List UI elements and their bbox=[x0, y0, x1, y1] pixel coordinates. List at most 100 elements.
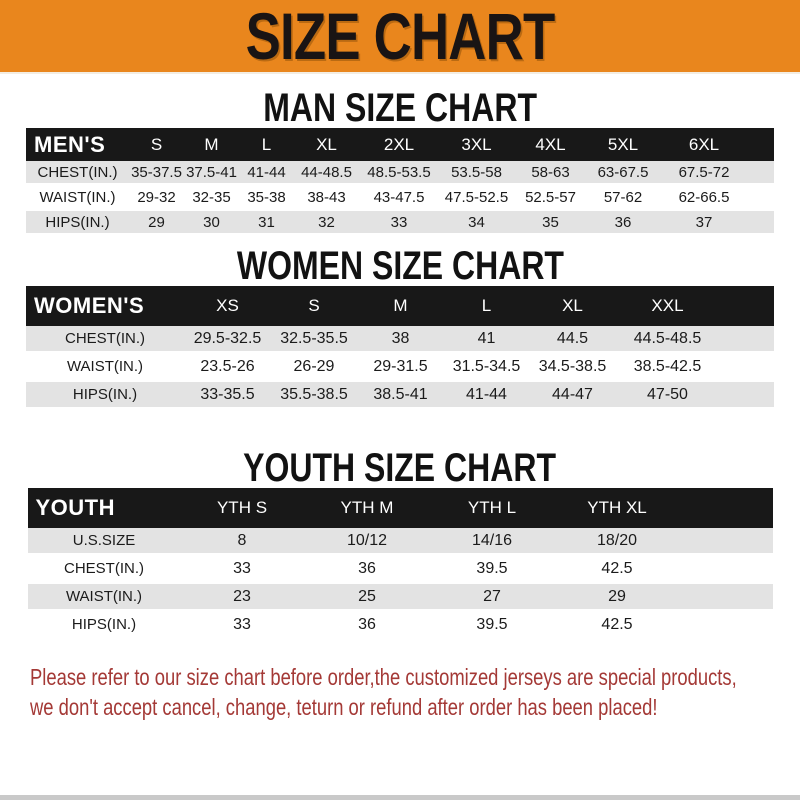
size-cell: 30 bbox=[184, 211, 239, 236]
size-cell: 44.5-48.5 bbox=[616, 326, 719, 354]
cell-filler bbox=[719, 326, 774, 354]
youth-size-table: YOUTH YTH S YTH M YTH L YTH XL U.S.SIZE 8 10/12… bbox=[27, 488, 773, 640]
disclaimer-line-1: Please refer to our size chart before or… bbox=[30, 664, 737, 690]
table-row: HIPS(IN.) 33 36 39.5 42.5 bbox=[27, 612, 773, 640]
size-cell: 29-31.5 bbox=[357, 354, 444, 382]
size-cell: 41 bbox=[444, 326, 529, 354]
column-header: M bbox=[184, 128, 239, 161]
size-cell: 25 bbox=[303, 584, 431, 612]
size-cell: 48.5-53.5 bbox=[359, 161, 439, 186]
size-cell: 35-38 bbox=[239, 186, 294, 211]
cell-filler bbox=[680, 584, 773, 612]
size-cell: 29 bbox=[553, 584, 681, 612]
row-label: HIPS(IN.) bbox=[27, 612, 181, 640]
size-cell: 38 bbox=[357, 326, 444, 354]
size-cell: 42.5 bbox=[553, 556, 681, 584]
header-filler bbox=[749, 128, 774, 161]
column-header: M bbox=[357, 286, 444, 326]
cell-filler bbox=[749, 161, 774, 186]
size-cell: 47-50 bbox=[616, 382, 719, 410]
size-chart-banner: SIZE CHART bbox=[0, 0, 800, 74]
size-cell: 44-47 bbox=[529, 382, 616, 410]
table-row: CHEST(IN.) 35-37.5 37.5-41 41-44 44-48.5 48.5… bbox=[26, 161, 774, 186]
column-header: 2XL bbox=[359, 128, 439, 161]
size-cell: 35-37.5 bbox=[129, 161, 184, 186]
column-header: YTH M bbox=[303, 488, 431, 528]
size-cell: 67.5-72 bbox=[659, 161, 749, 186]
size-cell: 47.5-52.5 bbox=[439, 186, 514, 211]
size-cell: 8 bbox=[180, 528, 304, 556]
size-cell: 36 bbox=[303, 556, 431, 584]
youth-section-title: YOUTH SIZE CHART bbox=[0, 448, 800, 488]
header-filler bbox=[719, 286, 774, 326]
size-cell: 35 bbox=[514, 211, 587, 236]
size-cell: 39.5 bbox=[430, 612, 554, 640]
size-cell: 35.5-38.5 bbox=[271, 382, 357, 410]
row-label: HIPS(IN.) bbox=[26, 382, 184, 410]
size-cell: 41-44 bbox=[239, 161, 294, 186]
column-header: XXL bbox=[616, 286, 719, 326]
column-header: 3XL bbox=[439, 128, 514, 161]
row-label: U.S.SIZE bbox=[27, 528, 181, 556]
table-row: U.S.SIZE 8 10/12 14/16 18/20 bbox=[27, 528, 773, 556]
size-cell: 33 bbox=[180, 612, 304, 640]
size-cell: 33 bbox=[359, 211, 439, 236]
size-cell: 43-47.5 bbox=[359, 186, 439, 211]
table-row: WAIST(IN.) 29-32 32-35 35-38 38-43 43-47.5 47.… bbox=[26, 186, 774, 211]
table-row: CHEST(IN.) 29.5-32.5 32.5-35.5 38 41 44.5 44.5… bbox=[26, 326, 774, 354]
size-cell: 23 bbox=[180, 584, 304, 612]
row-label: WAIST(IN.) bbox=[27, 584, 181, 612]
row-label: WAIST(IN.) bbox=[26, 354, 184, 382]
size-cell: 36 bbox=[303, 612, 431, 640]
man-section-title-text: MAN SIZE CHART bbox=[263, 86, 537, 130]
table-header-row: YOUTH YTH S YTH M YTH L YTH XL bbox=[27, 488, 773, 528]
youth-section-title-text: YOUTH SIZE CHART bbox=[243, 446, 557, 490]
cell-filler bbox=[719, 354, 774, 382]
row-label: HIPS(IN.) bbox=[26, 211, 129, 236]
size-cell: 53.5-58 bbox=[439, 161, 514, 186]
table-row: CHEST(IN.) 33 36 39.5 42.5 bbox=[27, 556, 773, 584]
row-label: CHEST(IN.) bbox=[27, 556, 181, 584]
disclaimer-text: Please refer to our size chart before or… bbox=[30, 662, 800, 722]
row-label: CHEST(IN.) bbox=[26, 161, 129, 186]
column-header: YTH L bbox=[430, 488, 554, 528]
size-cell: 32.5-35.5 bbox=[271, 326, 357, 354]
table-row: HIPS(IN.) 33-35.5 35.5-38.5 38.5-41 41-44 44-… bbox=[26, 382, 774, 410]
size-cell: 29 bbox=[129, 211, 184, 236]
men-size-table: MEN'S S M L XL 2XL 3XL 4XL 5XL 6XL CHEST(IN.) 35-37… bbox=[26, 128, 774, 236]
size-cell: 57-62 bbox=[587, 186, 659, 211]
cell-filler bbox=[680, 528, 773, 556]
column-header: XL bbox=[294, 128, 359, 161]
column-header: XL bbox=[529, 286, 616, 326]
size-cell: 62-66.5 bbox=[659, 186, 749, 211]
column-header: L bbox=[239, 128, 294, 161]
size-cell: 63-67.5 bbox=[587, 161, 659, 186]
table-header-label: YOUTH bbox=[27, 488, 181, 528]
size-cell: 44.5 bbox=[529, 326, 616, 354]
size-cell: 34.5-38.5 bbox=[529, 354, 616, 382]
column-header: XS bbox=[184, 286, 271, 326]
size-cell: 31.5-34.5 bbox=[444, 354, 529, 382]
size-cell: 44-48.5 bbox=[294, 161, 359, 186]
size-cell: 37 bbox=[659, 211, 749, 236]
size-cell: 38.5-41 bbox=[357, 382, 444, 410]
table-header-row: WOMEN'S XS S M L XL XXL bbox=[26, 286, 774, 326]
column-header: 5XL bbox=[587, 128, 659, 161]
size-cell: 36 bbox=[587, 211, 659, 236]
size-cell: 23.5-26 bbox=[184, 354, 271, 382]
size-cell: 33 bbox=[180, 556, 304, 584]
man-section-title: MAN SIZE CHART bbox=[0, 88, 800, 128]
size-cell: 10/12 bbox=[303, 528, 431, 556]
table-header-row: MEN'S S M L XL 2XL 3XL 4XL 5XL 6XL bbox=[26, 128, 774, 161]
size-cell: 29.5-32.5 bbox=[184, 326, 271, 354]
size-cell: 27 bbox=[430, 584, 554, 612]
table-row: WAIST(IN.) 23.5-26 26-29 29-31.5 31.5-34.5 34… bbox=[26, 354, 774, 382]
column-header: YTH XL bbox=[553, 488, 681, 528]
column-header: 4XL bbox=[514, 128, 587, 161]
size-cell: 32 bbox=[294, 211, 359, 236]
women-section-title-text: WOMEN SIZE CHART bbox=[236, 244, 564, 288]
disclaimer-line-2: we don't accept cancel, change, teturn o… bbox=[30, 694, 658, 720]
table-header-label: MEN'S bbox=[26, 128, 129, 161]
size-chart-title: SIZE CHART bbox=[245, 0, 556, 73]
cell-filler bbox=[749, 211, 774, 236]
